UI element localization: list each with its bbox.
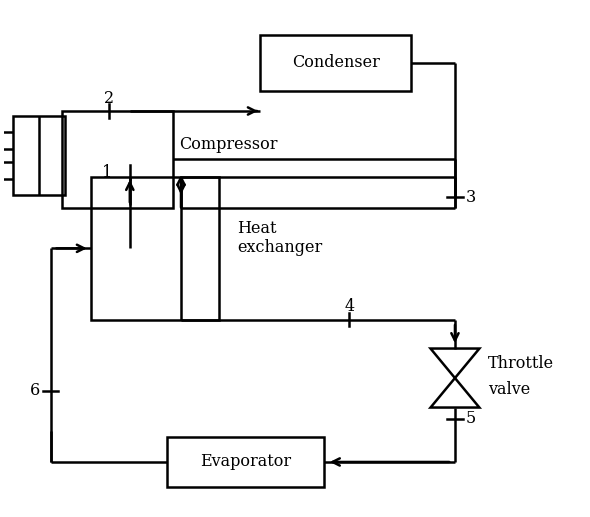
Text: 4: 4 <box>345 298 355 315</box>
Bar <box>91 177 219 320</box>
Text: 1: 1 <box>102 163 112 180</box>
Text: 2: 2 <box>104 90 114 107</box>
Text: Evaporator: Evaporator <box>200 453 291 470</box>
Text: 3: 3 <box>466 189 476 206</box>
Bar <box>167 436 324 488</box>
Text: Heat
exchanger: Heat exchanger <box>237 220 322 256</box>
Text: valve: valve <box>488 381 530 398</box>
Text: Condenser: Condenser <box>292 54 379 71</box>
Text: Compressor: Compressor <box>179 135 277 153</box>
Bar <box>13 116 65 195</box>
Text: 5: 5 <box>466 410 476 427</box>
Text: Throttle: Throttle <box>488 355 554 372</box>
Text: 6: 6 <box>30 382 40 399</box>
Bar <box>260 35 411 90</box>
Bar <box>63 111 173 208</box>
